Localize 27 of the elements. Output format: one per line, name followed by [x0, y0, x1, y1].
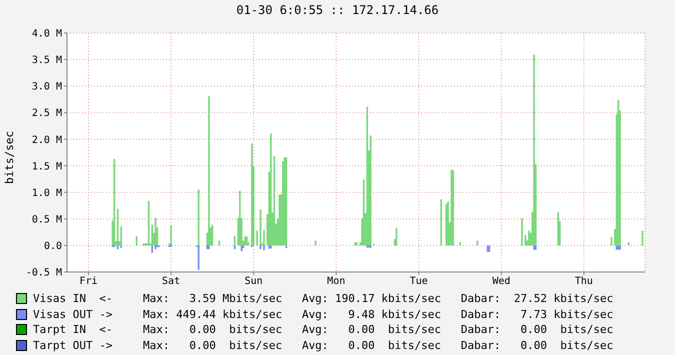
y-tick-label: 1.0 M	[32, 188, 62, 199]
y-tick-label: 3.0 M	[32, 82, 62, 93]
y-tick-label: -0.5 M	[26, 268, 62, 279]
legend-label: Tarpt IN <-	[33, 322, 114, 338]
legend-label: Visas IN <-	[33, 291, 114, 306]
y-tick-label: 2.5 M	[32, 108, 62, 120]
y-tick-label: 0.5 M	[32, 214, 62, 226]
x-tick-label: Thu	[574, 276, 593, 288]
y-axis-title: bits/sec	[2, 130, 16, 184]
y-tick-label: 3.5 M	[32, 55, 62, 66]
x-tick-label: Mon	[327, 276, 346, 288]
text: Max: 0.00 bits/sec Avg: 0.00 bits/sec Dabar: 0.00 bits/sec	[143, 322, 614, 338]
text: Max: 3.59 Mbits/sec Avg: 190.17 kbits/sec Dabar: 27.52 kbits/sec	[143, 291, 614, 306]
x-tick-label: Sun	[244, 276, 263, 288]
chart-title: 01-30 6:0:55 :: 172.17.14.66	[235, 3, 440, 17]
legend-label: Visas OUT ->	[33, 306, 114, 322]
y-tick-label: 2.0 M	[32, 134, 62, 146]
text: Max: 0.00 bits/sec Avg: 0.00 bits/sec Dabar: 0.00 bits/sec	[143, 338, 614, 353]
text: Max: 449.44 kbits/sec Avg: 9.48 kbits/sec Dabar: 7.73 kbits/sec	[143, 306, 614, 322]
x-tick-label: Wed	[492, 276, 510, 288]
y-tick-label: 0.0	[44, 240, 62, 252]
legend-label: Tarpt OUT ->	[33, 338, 114, 353]
x-tick-label: Sat	[162, 276, 180, 288]
y-tick-label: 4.0 M	[32, 28, 62, 40]
y-tick-label: 1.5 M	[32, 161, 62, 172]
x-tick-label: Fri	[79, 276, 98, 288]
x-tick-label: Tue	[410, 276, 428, 288]
